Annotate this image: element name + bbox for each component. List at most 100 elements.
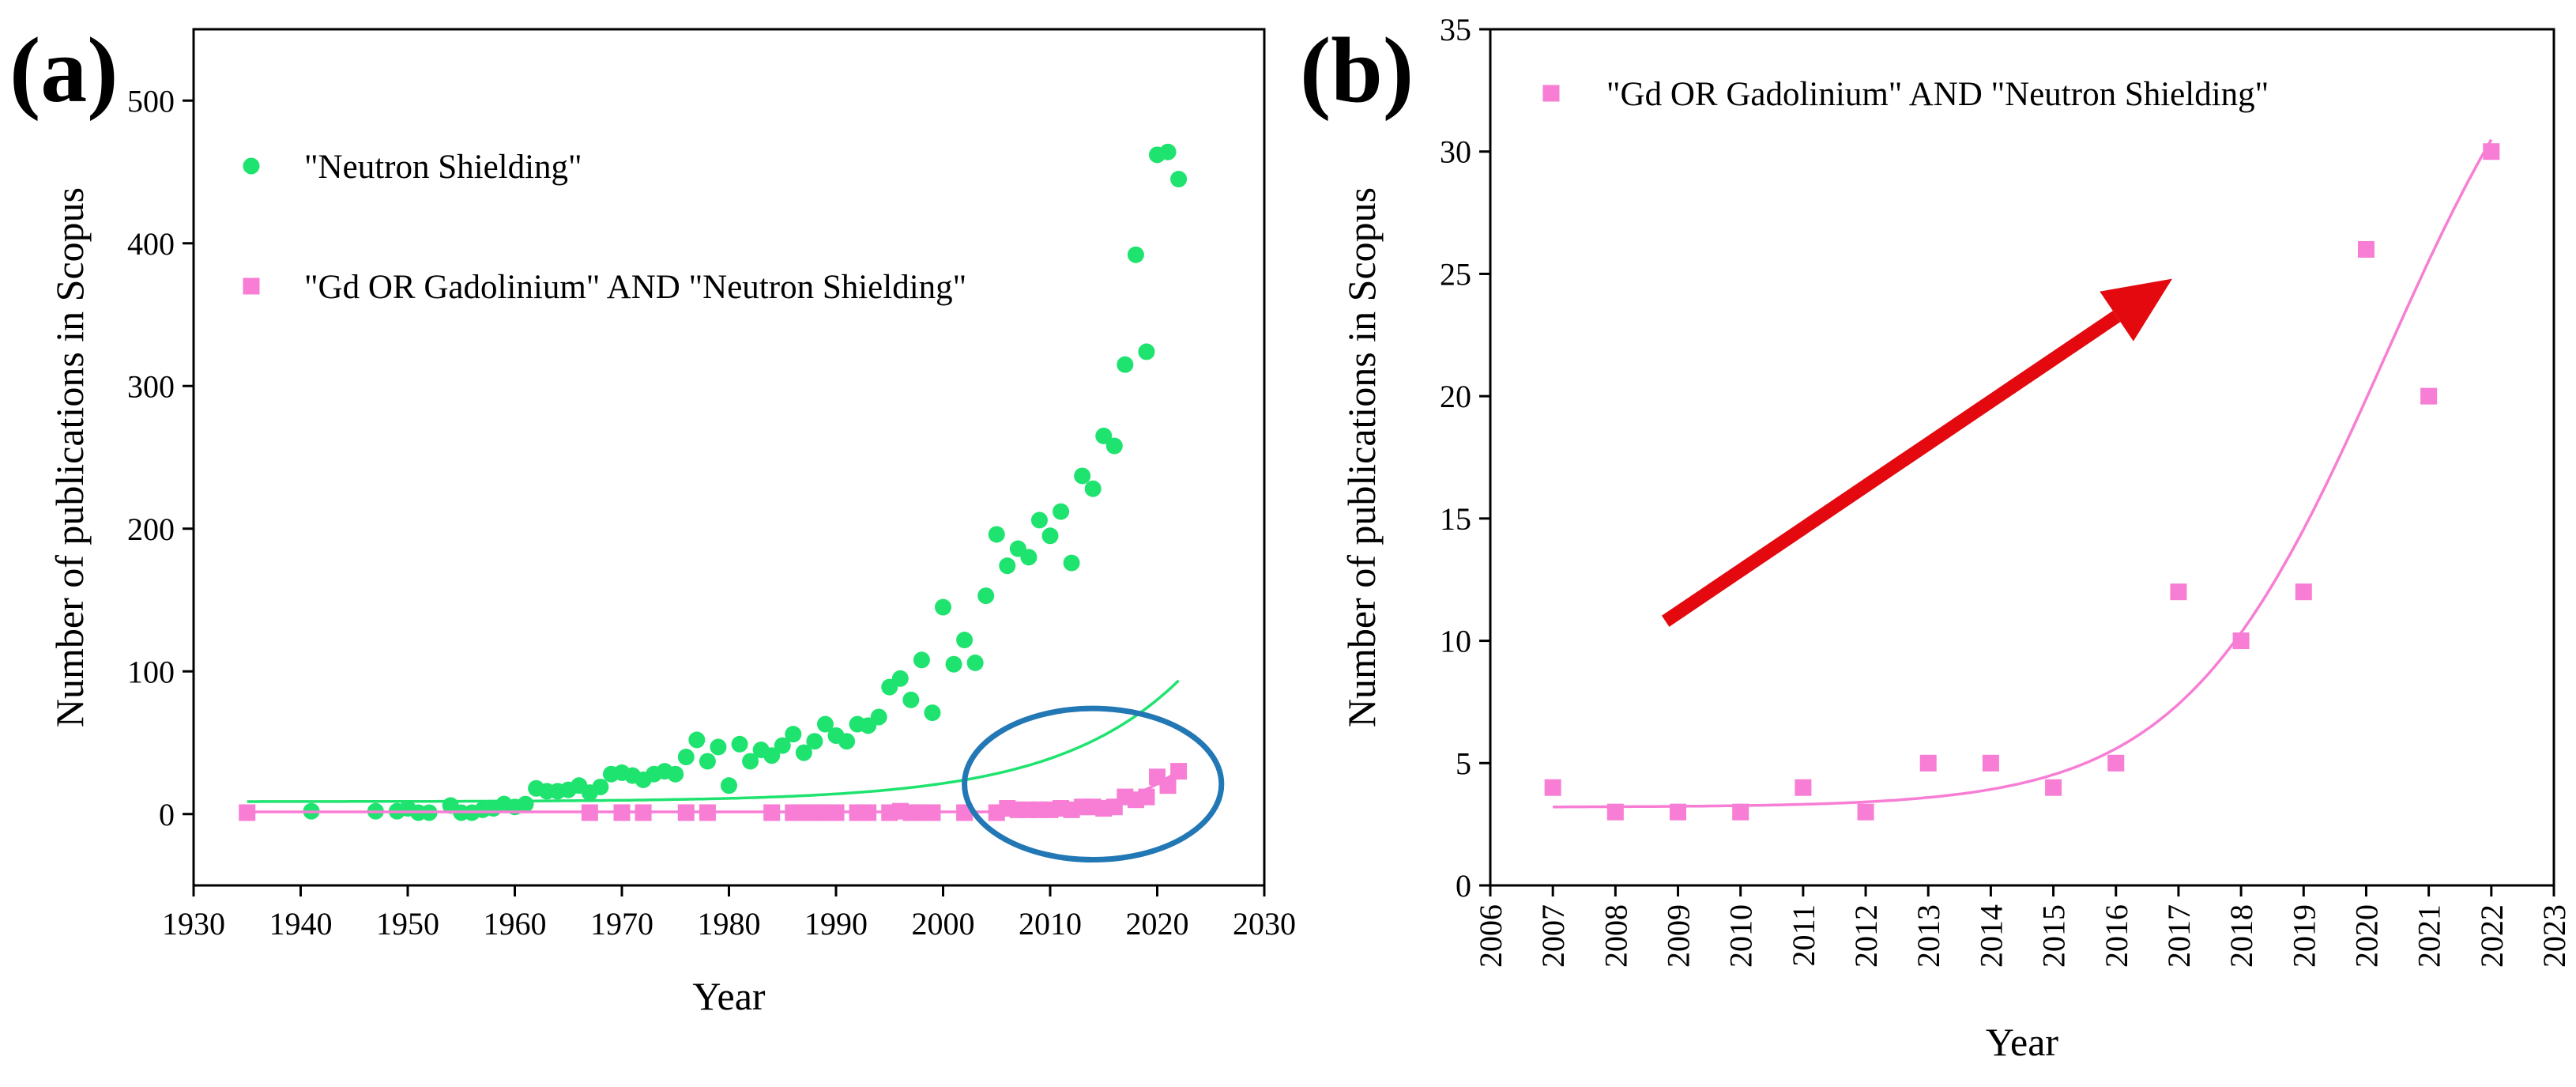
data-point	[763, 747, 781, 764]
data-point	[870, 708, 887, 726]
data-point	[2232, 632, 2250, 650]
data-point	[1105, 437, 1123, 455]
data-point	[891, 670, 909, 687]
fit-curve	[247, 679, 1180, 803]
data-point	[827, 804, 845, 821]
data-point	[2170, 583, 2187, 601]
data-point	[902, 691, 920, 708]
x-tick-label: 2006	[1473, 904, 1508, 968]
data-point	[860, 804, 877, 821]
legend-marker	[1542, 85, 1560, 102]
data-point	[763, 804, 781, 821]
data-point	[1732, 803, 1749, 821]
x-tick-label: 2018	[2224, 904, 2259, 968]
x-axis-title: Year	[692, 974, 765, 1018]
data-point	[635, 804, 652, 821]
data-point	[1084, 480, 1102, 497]
data-point	[677, 749, 695, 766]
x-tick-label: 2009	[1661, 904, 1697, 968]
y-axis-title: Number of publications in Scopus	[1339, 187, 1384, 727]
y-tick-label: 30	[1440, 134, 1471, 170]
x-tick-label: 2023	[2536, 904, 2572, 968]
data-point	[667, 765, 684, 783]
panel-label: (b)	[1300, 18, 1414, 122]
y-tick-label: 25	[1440, 256, 1471, 292]
x-tick-label: 2000	[912, 906, 975, 942]
data-point	[710, 738, 727, 756]
data-point	[774, 737, 791, 754]
data-point	[924, 804, 941, 821]
data-point	[816, 715, 834, 733]
trend-arrow-shaft	[1661, 311, 2121, 627]
data-point	[1127, 246, 1144, 263]
data-point	[2483, 143, 2500, 160]
y-tick-label: 10	[1440, 624, 1471, 659]
data-point	[1982, 754, 1999, 772]
y-axis-title: Number of publications in Scopus	[47, 187, 92, 727]
data-point	[1670, 803, 1687, 821]
data-point	[1159, 777, 1177, 794]
legend-marker	[243, 157, 260, 175]
data-point	[988, 526, 1005, 543]
data-point	[1138, 343, 1155, 360]
data-point	[1795, 779, 1812, 796]
x-tick-label: 2020	[2348, 904, 2384, 968]
data-point	[613, 804, 631, 821]
data-point	[2107, 754, 2125, 772]
data-point	[699, 804, 716, 821]
data-point	[945, 655, 962, 673]
x-tick-label: 1970	[590, 906, 653, 942]
panel-label: (a)	[9, 18, 119, 122]
x-tick-label: 2014	[1973, 904, 2009, 968]
panel-b: 2006 2007 2008 2009 2010 2011 2012 2013 2014 2015…	[1300, 12, 2572, 1064]
data-point	[1606, 803, 1624, 821]
data-point	[2357, 240, 2375, 258]
data-point	[1074, 467, 1091, 485]
x-tick-label: 2020	[1126, 906, 1189, 942]
data-point	[806, 733, 823, 750]
y-tick-label: 300	[127, 368, 175, 404]
x-tick-label: 2013	[1911, 904, 1946, 968]
x-tick-label: 2007	[1535, 904, 1571, 968]
x-tick-label: 1940	[269, 906, 333, 942]
data-point	[1138, 788, 1155, 806]
y-tick-label: 0	[1456, 868, 1471, 904]
x-tick-label: 2017	[2161, 904, 2197, 968]
data-point	[517, 795, 534, 813]
series-0	[239, 143, 1188, 821]
series-1	[239, 763, 1188, 821]
data-point	[731, 735, 748, 753]
data-point	[966, 654, 984, 671]
legend-label: "Neutron Shielding"	[304, 149, 582, 186]
data-point	[1544, 779, 1561, 796]
x-tick-label: 2016	[2099, 904, 2134, 968]
x-tick-label: 2019	[2286, 904, 2322, 968]
data-point	[239, 804, 256, 821]
y-tick-label: 15	[1440, 501, 1471, 537]
x-tick-label: 2021	[2412, 904, 2447, 968]
x-axis-title: Year	[1986, 1020, 2058, 1064]
data-point	[677, 804, 695, 821]
x-tick-label: 2008	[1598, 904, 1633, 968]
data-point	[956, 632, 974, 649]
panel-a: 1930 1940 1950 1960 1970 1980 1990 2000 2010 2020…	[9, 18, 1296, 1018]
x-tick-label: 2010	[1019, 906, 1082, 942]
highlight-ellipse	[962, 705, 1225, 863]
data-point	[1053, 503, 1070, 520]
y-tick-label: 5	[1456, 745, 1471, 781]
data-point	[1095, 427, 1113, 444]
x-tick-label: 2011	[1786, 904, 1821, 967]
y-tick-label: 20	[1440, 379, 1471, 414]
data-point	[742, 753, 759, 770]
data-point	[1919, 754, 1937, 772]
data-point	[1857, 803, 1874, 821]
data-point	[2295, 583, 2312, 601]
data-point	[1041, 527, 1059, 545]
data-point	[838, 733, 856, 750]
y-tick-label: 400	[127, 226, 175, 262]
x-tick-label: 1980	[698, 906, 761, 942]
plot-frame	[1489, 28, 2555, 887]
data-point	[1030, 511, 1048, 529]
